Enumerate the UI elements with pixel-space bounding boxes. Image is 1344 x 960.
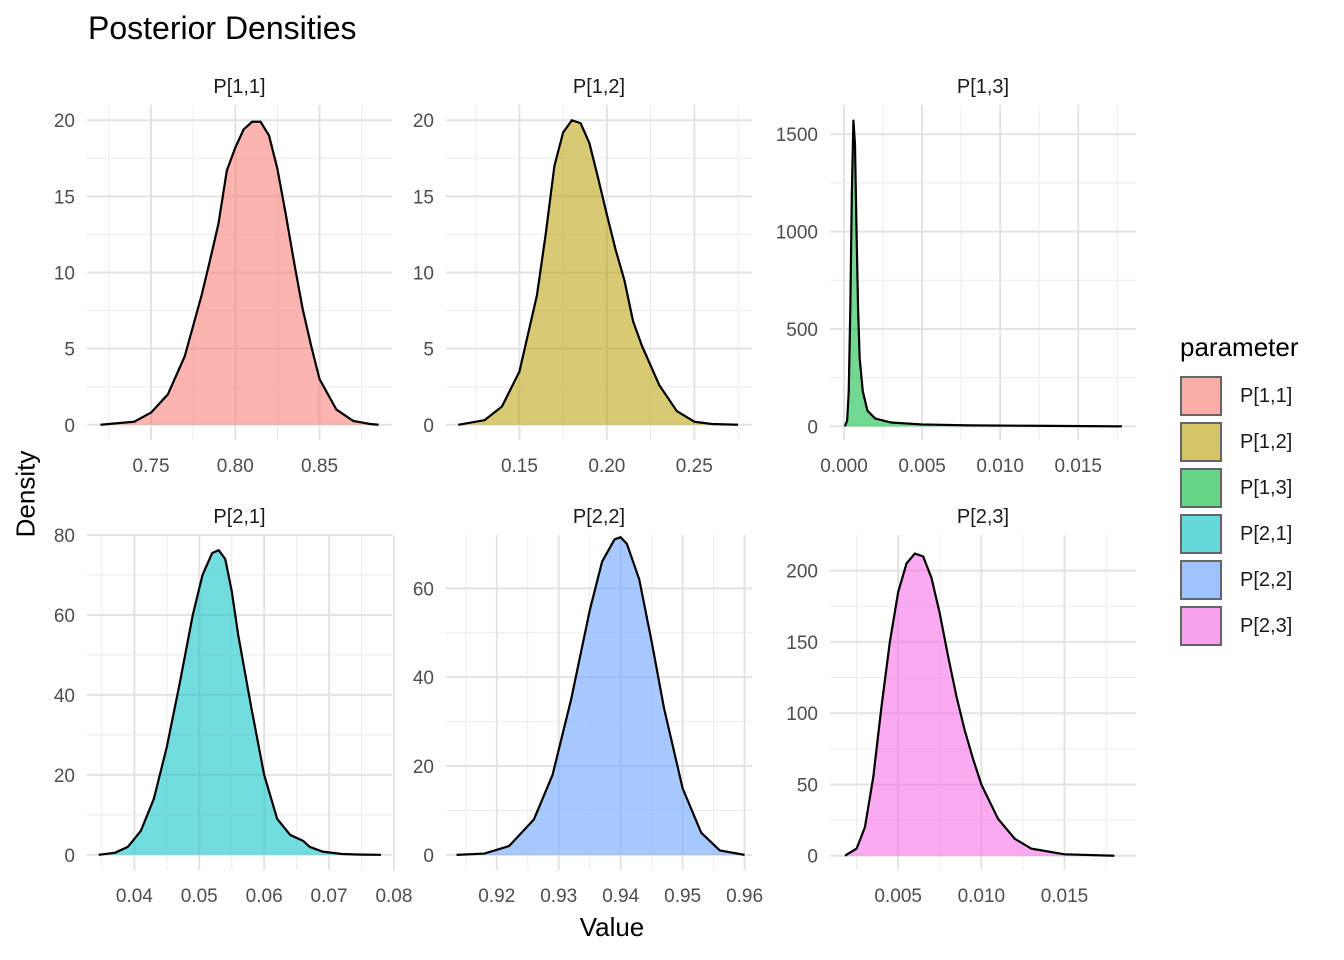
x-tick-label: 0.96: [726, 886, 763, 907]
density-area-4: [98, 550, 381, 855]
density-line-2: [458, 119, 739, 426]
y-tick-label: 40: [413, 668, 434, 689]
facet-panel-4: 0.04 0.05 0.06 0.07 0.08 0 20 40 60 80 P[2,1]: [54, 506, 413, 907]
legend-key-p13: [1180, 468, 1222, 508]
legend-key-p11: [1180, 376, 1222, 416]
density-line-4: [98, 549, 381, 856]
x-tick-label: 0.06: [246, 886, 283, 907]
x-tick-label: 0.010: [958, 886, 1006, 907]
legend-title: parameter: [1180, 332, 1299, 362]
y-tick-label: 5: [423, 340, 434, 361]
y-tick-label: 0: [807, 847, 818, 868]
x-tick-label: 0.80: [217, 456, 254, 477]
x-tick-label: 0.07: [311, 886, 348, 907]
x-tick-label: 0.92: [478, 886, 515, 907]
legend-key-p12: [1180, 422, 1222, 462]
legend-item-p22: P[2,2]: [1180, 557, 1299, 603]
y-tick-label: 0: [423, 416, 434, 437]
facet-strip-label: P[1,1]: [213, 76, 265, 98]
y-tick-label: 80: [54, 526, 75, 547]
facet-panel-3: 0.000 0.005 0.010 0.015 0 500 1000 1500 P[1,3]: [776, 76, 1136, 477]
y-tick-label: 40: [54, 686, 75, 707]
x-tick-label: 0.20: [588, 456, 625, 477]
x-tick-label: 0.015: [1054, 456, 1102, 477]
y-tick-label: 20: [54, 111, 75, 132]
x-tick-label: 0.05: [181, 886, 218, 907]
legend-key-p23: [1180, 606, 1222, 646]
legend-label-p12: P[1,2]: [1240, 430, 1293, 453]
y-tick-label: 60: [413, 579, 434, 600]
x-tick-label: 0.25: [676, 456, 713, 477]
legend: parameter P[1,1] P[1,2] P[1,3] P[2,1] P[…: [1180, 332, 1299, 649]
y-tick-label: 20: [413, 111, 434, 132]
legend-label-p13: P[1,3]: [1240, 476, 1293, 499]
y-tick-label: 0: [423, 846, 434, 867]
y-tick-label: 0: [64, 846, 75, 867]
density-line-3: [843, 119, 1122, 428]
facet-strip-label: P[2,2]: [573, 506, 625, 528]
facet-panel-2: 0.15 0.20 0.25 0 5 10 15 20 P[1,2]: [413, 76, 752, 477]
y-tick-label: 15: [413, 187, 434, 208]
x-tick-label: 0.005: [898, 456, 946, 477]
legend-item-p21: P[2,1]: [1180, 511, 1299, 557]
density-line-1: [100, 120, 379, 426]
x-tick-label: 0.005: [874, 886, 922, 907]
y-tick-label: 15: [54, 187, 75, 208]
facet-strip-label: P[2,3]: [957, 506, 1009, 528]
x-tick-label: 0.95: [664, 886, 701, 907]
facet-strip-label: P[1,2]: [573, 76, 625, 98]
y-tick-label: 500: [786, 320, 818, 341]
legend-label-p23: P[2,3]: [1240, 614, 1293, 637]
y-tick-label: 0: [64, 416, 75, 437]
y-axis-label: Density: [10, 450, 41, 538]
x-tick-label: 0.15: [501, 456, 538, 477]
density-area-2: [458, 120, 739, 425]
facet-panel-6: 0.005 0.010 0.015 0 50 100 150 200 P[2,3]: [786, 506, 1136, 907]
density-area-5: [456, 537, 745, 855]
legend-item-p23: P[2,3]: [1180, 603, 1299, 649]
legend-key-p21: [1180, 514, 1222, 554]
facet-panel-5: 0.92 0.93 0.94 0.95 0.96 0 20 40 60 P[2,2]: [413, 506, 763, 907]
y-tick-label: 150: [786, 633, 818, 654]
legend-item-p13: P[1,3]: [1180, 465, 1299, 511]
y-tick-label: 10: [54, 264, 75, 285]
y-tick-label: 0: [807, 417, 818, 438]
y-tick-label: 1000: [776, 223, 818, 244]
legend-label-p22: P[2,2]: [1240, 568, 1293, 591]
y-tick-label: 20: [413, 757, 434, 778]
legend-key-p22: [1180, 560, 1222, 600]
x-tick-label: 0.010: [976, 456, 1024, 477]
x-tick-label: 0.75: [133, 456, 170, 477]
y-tick-label: 1500: [776, 125, 818, 146]
legend-item-p12: P[1,2]: [1180, 419, 1299, 465]
legend-item-p11: P[1,1]: [1180, 373, 1299, 419]
density-line-6: [844, 552, 1115, 857]
density-area-3: [844, 120, 1122, 427]
y-tick-label: 60: [54, 606, 75, 627]
density-line-5: [456, 536, 745, 856]
y-tick-label: 100: [786, 704, 818, 725]
legend-label-p21: P[2,1]: [1240, 522, 1293, 545]
density-area-1: [100, 121, 379, 425]
y-tick-label: 200: [786, 562, 818, 583]
y-tick-label: 10: [413, 264, 434, 285]
x-tick-label: 0.08: [375, 886, 412, 907]
facet-strip-label: P[2,1]: [213, 506, 265, 528]
x-tick-label: 0.04: [116, 886, 153, 907]
y-tick-label: 20: [54, 766, 75, 787]
facet-strip-label: P[1,3]: [957, 76, 1009, 98]
density-area-6: [844, 553, 1115, 856]
legend-label-p11: P[1,1]: [1240, 384, 1293, 407]
x-tick-label: 0.000: [820, 456, 868, 477]
x-tick-label: 0.93: [540, 886, 577, 907]
x-tick-label: 0.85: [301, 456, 338, 477]
x-tick-label: 0.015: [1041, 886, 1089, 907]
facet-panel-1: 0.75 0.80 0.85 0 5 10 15 20 P[1,1]: [54, 76, 392, 477]
y-tick-label: 50: [797, 775, 818, 796]
chart-title: Posterior Densities: [88, 10, 357, 46]
x-axis-label: Value: [579, 912, 645, 942]
y-tick-label: 5: [64, 340, 75, 361]
x-tick-label: 0.94: [602, 886, 639, 907]
